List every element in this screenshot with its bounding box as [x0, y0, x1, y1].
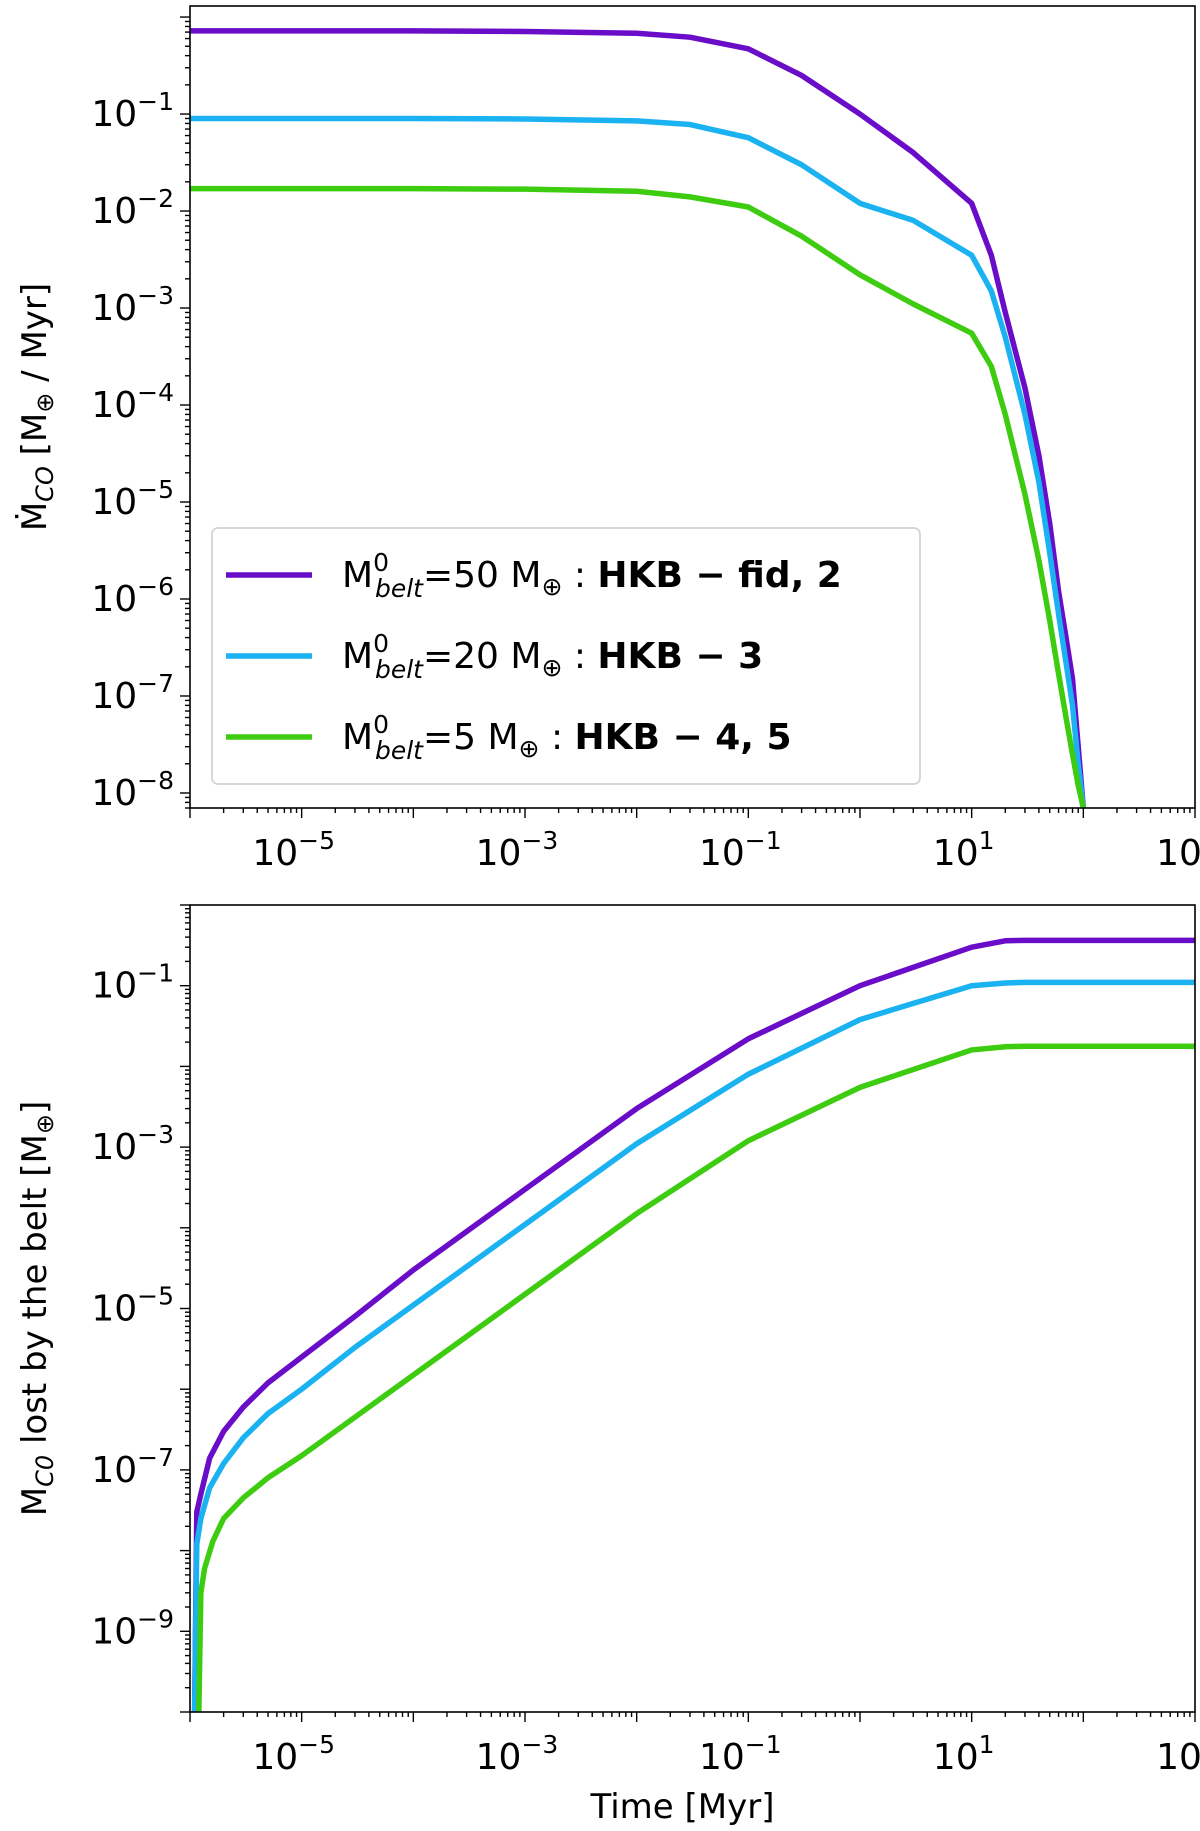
series-line-2	[196, 1043, 1195, 1712]
top-panel-rate-plot: 10−5 10−3 10−1 101 103 10−8 10−7 10−6 10−5 10−4 10…	[15, 5, 1200, 874]
y-tick-label: 10−3	[91, 281, 174, 329]
y-tick-label: 10−5	[91, 1282, 174, 1330]
x-tick-label: 10−1	[699, 1730, 782, 1778]
x-tick-label: 101	[933, 1730, 995, 1778]
plot-frame	[189, 5, 1196, 809]
x-axis-label: Time [Myr]	[590, 1787, 775, 1827]
series-line-1	[190, 115, 1087, 808]
x-tick-label: 103	[1156, 826, 1200, 874]
legend-box	[211, 527, 921, 785]
series-group	[190, 28, 1087, 808]
x-tick-label: 10−1	[699, 826, 782, 874]
legend-entry-2: M0 belt=5 M⊕ : HKB − 4, 5	[342, 710, 792, 765]
x-tick-label: 10−5	[252, 826, 335, 874]
y-tick-label: 10−2	[91, 184, 174, 232]
series-group	[191, 937, 1195, 1712]
series-line-2	[190, 185, 1087, 808]
y-tick-label: 10−9	[91, 1604, 174, 1652]
series-line-0	[190, 28, 1087, 808]
legend-entry-1: M0 belt=20 M⊕ : HKB − 3	[342, 629, 763, 684]
x-tick-label: 10−5	[252, 1730, 335, 1778]
x-tick-label: 10−3	[476, 1730, 559, 1778]
y-axis-label: MC0 lost by the belt [M⊕]	[15, 1101, 59, 1516]
y-tick-label: 10−3	[91, 1120, 174, 1168]
bottom-panel-cumulative-plot: 10−5 10−3 10−1 101 103 10−9 10−7 10−5 10−3 10−1 MC…	[15, 904, 1200, 1827]
y-tick-label: 10−7	[91, 669, 174, 717]
y-tick-label: 10−8	[91, 766, 174, 814]
y-tick-label: 10−4	[91, 378, 174, 426]
x-tick-label: 10−3	[476, 826, 559, 874]
x-tick-label: 103	[1156, 1730, 1200, 1778]
y-tick-label: 10−7	[91, 1443, 174, 1491]
legend: M0 belt=50 M⊕ : HKB − fid, 2 M0 belt=20 M⊕ …	[211, 527, 921, 785]
y-tick-label: 10−1	[91, 87, 174, 135]
y-tick-label: 10−1	[91, 959, 174, 1007]
y-tick-label: 10−6	[91, 572, 174, 620]
y-axis-label: ṀCO [M⊕ / Myr]	[15, 283, 59, 531]
y-tick-label: 10−5	[91, 475, 174, 523]
plot-frame	[189, 904, 1196, 1713]
legend-entry-0: M0 belt=50 M⊕ : HKB − fid, 2	[342, 548, 842, 603]
series-line-0	[191, 937, 1195, 1712]
series-line-1	[191, 979, 1195, 1712]
x-tick-label: 101	[933, 826, 995, 874]
